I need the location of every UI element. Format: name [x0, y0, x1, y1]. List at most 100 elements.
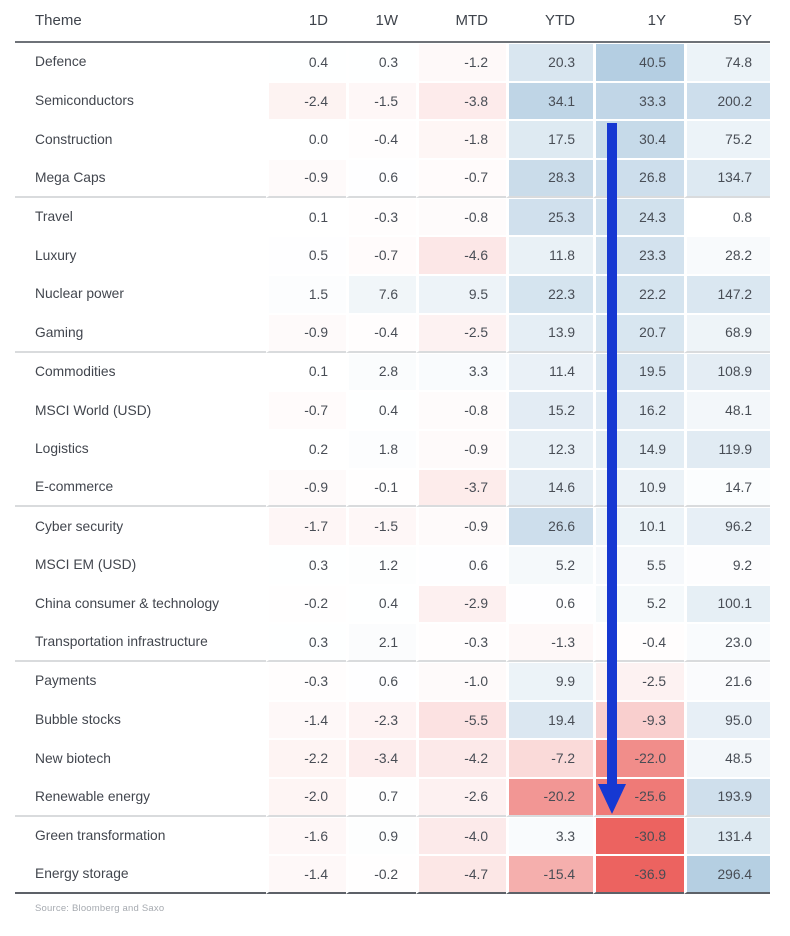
- value-cell: 0.7: [346, 778, 416, 817]
- value-cell: 0.3: [346, 43, 416, 82]
- value-cell: -0.4: [346, 313, 416, 353]
- value-cell: -0.8: [416, 197, 506, 237]
- value-cell: -1.7: [266, 507, 346, 546]
- value-cell: -1.3: [506, 623, 593, 662]
- value-cell: -15.4: [506, 855, 593, 895]
- table-row: Construction 0.0 -0.4 -1.8 17.5 30.4 75.2: [15, 120, 770, 160]
- table-row: Semiconductors -2.4 -1.5 -3.8 34.1 33.3 200.2: [15, 81, 770, 121]
- theme-label: Luxury: [15, 236, 266, 276]
- value-cell: -0.7: [416, 159, 506, 198]
- value-cell: 68.9: [684, 313, 770, 353]
- value-cell: 7.6: [346, 275, 416, 314]
- value-cell: 3.3: [416, 352, 506, 392]
- value-cell: 14.6: [506, 468, 593, 508]
- column-header-5y: 5Y: [684, 0, 770, 43]
- theme-label: Travel: [15, 198, 266, 237]
- table-header: Theme 1D 1W MTD YTD 1Y 5Y: [15, 0, 770, 43]
- value-cell: 33.3: [593, 81, 684, 121]
- value-cell: -0.4: [346, 120, 416, 160]
- value-cell: 0.4: [346, 584, 416, 624]
- table-row: Defence 0.4 0.3 -1.2 20.3 40.5 74.8: [15, 43, 770, 82]
- table-row: China consumer & technology -0.2 0.4 -2.9 0.…: [15, 584, 770, 624]
- value-cell: -36.9: [593, 855, 684, 895]
- theme-label: Defence: [15, 43, 266, 82]
- theme-label: Construction: [15, 120, 266, 160]
- value-cell: -4.7: [416, 855, 506, 895]
- value-cell: -2.3: [346, 700, 416, 740]
- value-cell: 23.0: [684, 623, 770, 662]
- theme-label: Payments: [15, 662, 266, 701]
- value-cell: 19.4: [506, 700, 593, 740]
- value-cell: -4.0: [416, 816, 506, 856]
- value-cell: 2.8: [346, 352, 416, 392]
- table-row: Green transformation -1.6 0.9 -4.0 3.3 -30.8 1…: [15, 816, 770, 856]
- value-cell: -0.8: [416, 391, 506, 430]
- theme-label: New biotech: [15, 739, 266, 779]
- theme-label: Nuclear power: [15, 275, 266, 314]
- value-cell: 108.9: [684, 352, 770, 392]
- theme-performance-table: Theme 1D 1W MTD YTD 1Y 5Y Defence 0.4 0.3-…: [15, 0, 770, 895]
- theme-label: MSCI World (USD): [15, 391, 266, 430]
- value-cell: 0.6: [346, 662, 416, 701]
- table-row: Transportation infrastructure 0.3 2.1 -0.3-…: [15, 623, 770, 662]
- value-cell: 2.1: [346, 623, 416, 662]
- value-cell: 0.0: [266, 120, 346, 160]
- table-row: Mega Caps -0.9 0.6 -0.7 28.3 26.8 134.7: [15, 159, 770, 198]
- value-cell: -5.5: [416, 700, 506, 740]
- column-header-mtd: MTD: [416, 0, 506, 43]
- theme-label: Semiconductors: [15, 82, 266, 121]
- value-cell: -4.6: [416, 236, 506, 276]
- theme-label: China consumer & technology: [15, 585, 266, 624]
- value-cell: -3.7: [416, 468, 506, 508]
- column-header-1d: 1D: [266, 0, 346, 43]
- value-cell: 0.8: [684, 197, 770, 237]
- value-cell: -20.2: [506, 778, 593, 817]
- value-cell: -1.4: [266, 700, 346, 740]
- column-header-theme: Theme: [15, 0, 266, 43]
- value-cell: 13.9: [506, 313, 593, 353]
- table-row: Energy storage -1.4 -0.2 -4.7 -15.4 -36.9 296.…: [15, 855, 770, 895]
- value-cell: 0.2: [266, 429, 346, 469]
- value-cell: 0.9: [346, 816, 416, 856]
- value-cell: 1.8: [346, 429, 416, 469]
- value-cell: 75.2: [684, 120, 770, 160]
- table-row: Gaming -0.9 -0.4 -2.5 13.9 20.7 68.9: [15, 313, 770, 353]
- value-cell: 0.1: [266, 197, 346, 237]
- value-cell: 17.5: [506, 120, 593, 160]
- value-cell: -0.9: [266, 313, 346, 353]
- table-row: MSCI World (USD) -0.7 0.4 -0.8 15.2 16.2 48.1: [15, 391, 770, 430]
- value-cell: -3.8: [416, 81, 506, 121]
- value-cell: 0.6: [416, 545, 506, 585]
- table-body: Defence 0.4 0.3 -1.2 20.3 40.5 74.8 Semiconduct…: [15, 43, 770, 895]
- table-row: Cyber security -1.7 -1.5 -0.9 26.6 10.1 96.2: [15, 507, 770, 546]
- value-cell: -0.9: [266, 159, 346, 198]
- table-row: E-commerce -0.9 -0.1 -3.7 14.6 10.9 14.7: [15, 468, 770, 508]
- column-header-ytd: YTD: [506, 0, 593, 43]
- value-cell: 9.2: [684, 545, 770, 585]
- value-cell: -2.9: [416, 584, 506, 624]
- header-row: Theme 1D 1W MTD YTD 1Y 5Y: [15, 0, 770, 43]
- column-header-1y: 1Y: [593, 0, 684, 43]
- value-cell: -2.2: [266, 739, 346, 779]
- value-cell: 20.3: [506, 43, 593, 82]
- value-cell: 5.2: [506, 545, 593, 585]
- value-cell: 0.5: [266, 236, 346, 276]
- table-row: Nuclear power 1.5 7.6 9.5 22.3 22.2 147.2: [15, 275, 770, 314]
- value-cell: -1.6: [266, 816, 346, 856]
- value-cell: 96.2: [684, 507, 770, 546]
- column-header-1w: 1W: [346, 0, 416, 43]
- value-cell: 48.5: [684, 739, 770, 779]
- theme-label: Logistics: [15, 430, 266, 469]
- theme-label: Energy storage: [15, 855, 266, 895]
- table-row: Travel 0.1 -0.3 -0.8 25.3 24.3 0.8: [15, 197, 770, 237]
- value-cell: 134.7: [684, 159, 770, 198]
- value-cell: 0.6: [346, 159, 416, 198]
- value-cell: -0.9: [416, 507, 506, 546]
- value-cell: -1.0: [416, 662, 506, 701]
- table-row: Commodities 0.1 2.8 3.3 11.4 19.5 108.9: [15, 352, 770, 392]
- value-cell: -4.2: [416, 739, 506, 779]
- value-cell: -2.6: [416, 778, 506, 817]
- value-cell: -0.9: [416, 429, 506, 469]
- value-cell: 11.8: [506, 236, 593, 276]
- value-cell: 40.5: [593, 43, 684, 82]
